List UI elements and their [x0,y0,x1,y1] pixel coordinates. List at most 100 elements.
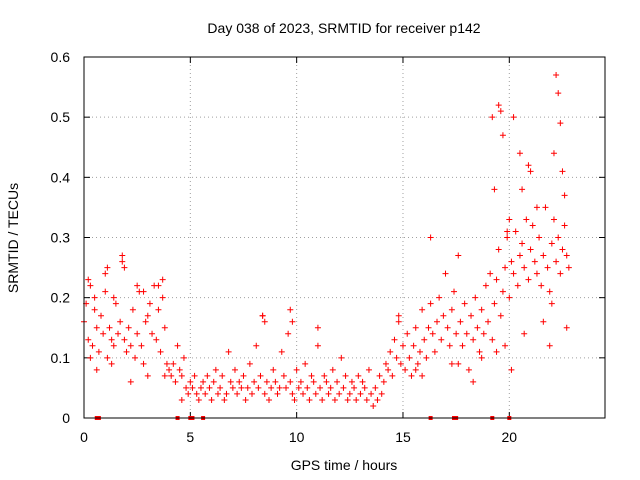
data-point [159,294,166,301]
data-point [344,396,351,403]
data-point [155,282,162,289]
data-point [168,372,175,379]
data-point [321,372,328,379]
data-point [132,354,139,361]
data-point [487,270,494,277]
data-point [293,366,300,373]
data-point [268,384,275,391]
data-point [140,288,147,295]
data-point [459,342,466,349]
data-point [395,312,402,319]
data-point [327,384,334,391]
data-point [442,270,449,277]
data-point [563,324,570,331]
data-point [127,378,134,385]
data-point [499,132,506,139]
data-point [236,378,243,385]
data-point [504,234,511,241]
data-point [348,378,355,385]
data-point [510,270,517,277]
data-point [429,330,436,337]
data-point [306,396,313,403]
data-point [351,384,358,391]
data-point [540,252,547,259]
data-point [312,390,319,397]
data-point [227,378,234,385]
data-point [414,360,421,367]
x-axis-label: GPS time / hours [291,457,398,473]
data-point [217,384,224,391]
data-point [144,312,151,319]
data-point [448,306,455,313]
data-point [393,354,400,361]
data-point [402,366,409,373]
data-point [221,396,228,403]
data-point [331,396,338,403]
data-point [285,330,292,337]
data-point [334,378,341,385]
data-point [482,282,489,289]
data-point [208,396,215,403]
data-point [506,294,513,301]
data-point [159,276,166,283]
data-point [314,324,321,331]
data-point [555,90,562,97]
data-point [127,342,134,349]
data-point [497,108,504,115]
data-point [491,300,498,307]
data-point [463,330,470,337]
data-point [416,348,423,355]
y-tick-label: 0 [62,410,70,426]
data-point [295,384,302,391]
data-point [372,384,379,391]
data-point [206,384,213,391]
data-point [134,282,141,289]
data-point [440,312,447,319]
data-point [85,336,92,343]
data-point [317,384,324,391]
data-point [368,390,375,397]
data-point [117,318,124,325]
data-point [242,396,249,403]
data-point [248,390,255,397]
data-point [166,366,173,373]
data-point [470,336,477,343]
data-point [444,324,451,331]
data-point [529,222,536,229]
data-point [246,360,253,367]
data-point [436,294,443,301]
data-point [508,366,515,373]
data-point [421,336,428,343]
data-point [410,342,417,349]
data-point [370,402,377,409]
data-point [185,390,192,397]
data-point [516,252,523,259]
x-tick-label: 5 [186,429,194,445]
data-point [153,336,160,343]
data-point [363,396,370,403]
data-point [540,318,547,325]
data-point [231,366,238,373]
data-point [514,282,521,289]
data-point [376,372,383,379]
data-point [91,294,98,301]
data-point [516,150,523,157]
data-point [419,372,426,379]
data-point [408,372,415,379]
data-point [134,330,141,337]
data-point [108,360,115,367]
data-point [314,342,321,349]
data-point [542,204,549,211]
data-point [123,348,130,355]
data-point [266,396,273,403]
data-point [493,276,500,283]
data-point [406,354,413,361]
data-point [308,372,315,379]
data-point [359,378,366,385]
data-point [546,342,553,349]
data-point [525,162,532,169]
data-point [478,306,485,313]
data-point [504,228,511,235]
data-point [493,348,500,355]
